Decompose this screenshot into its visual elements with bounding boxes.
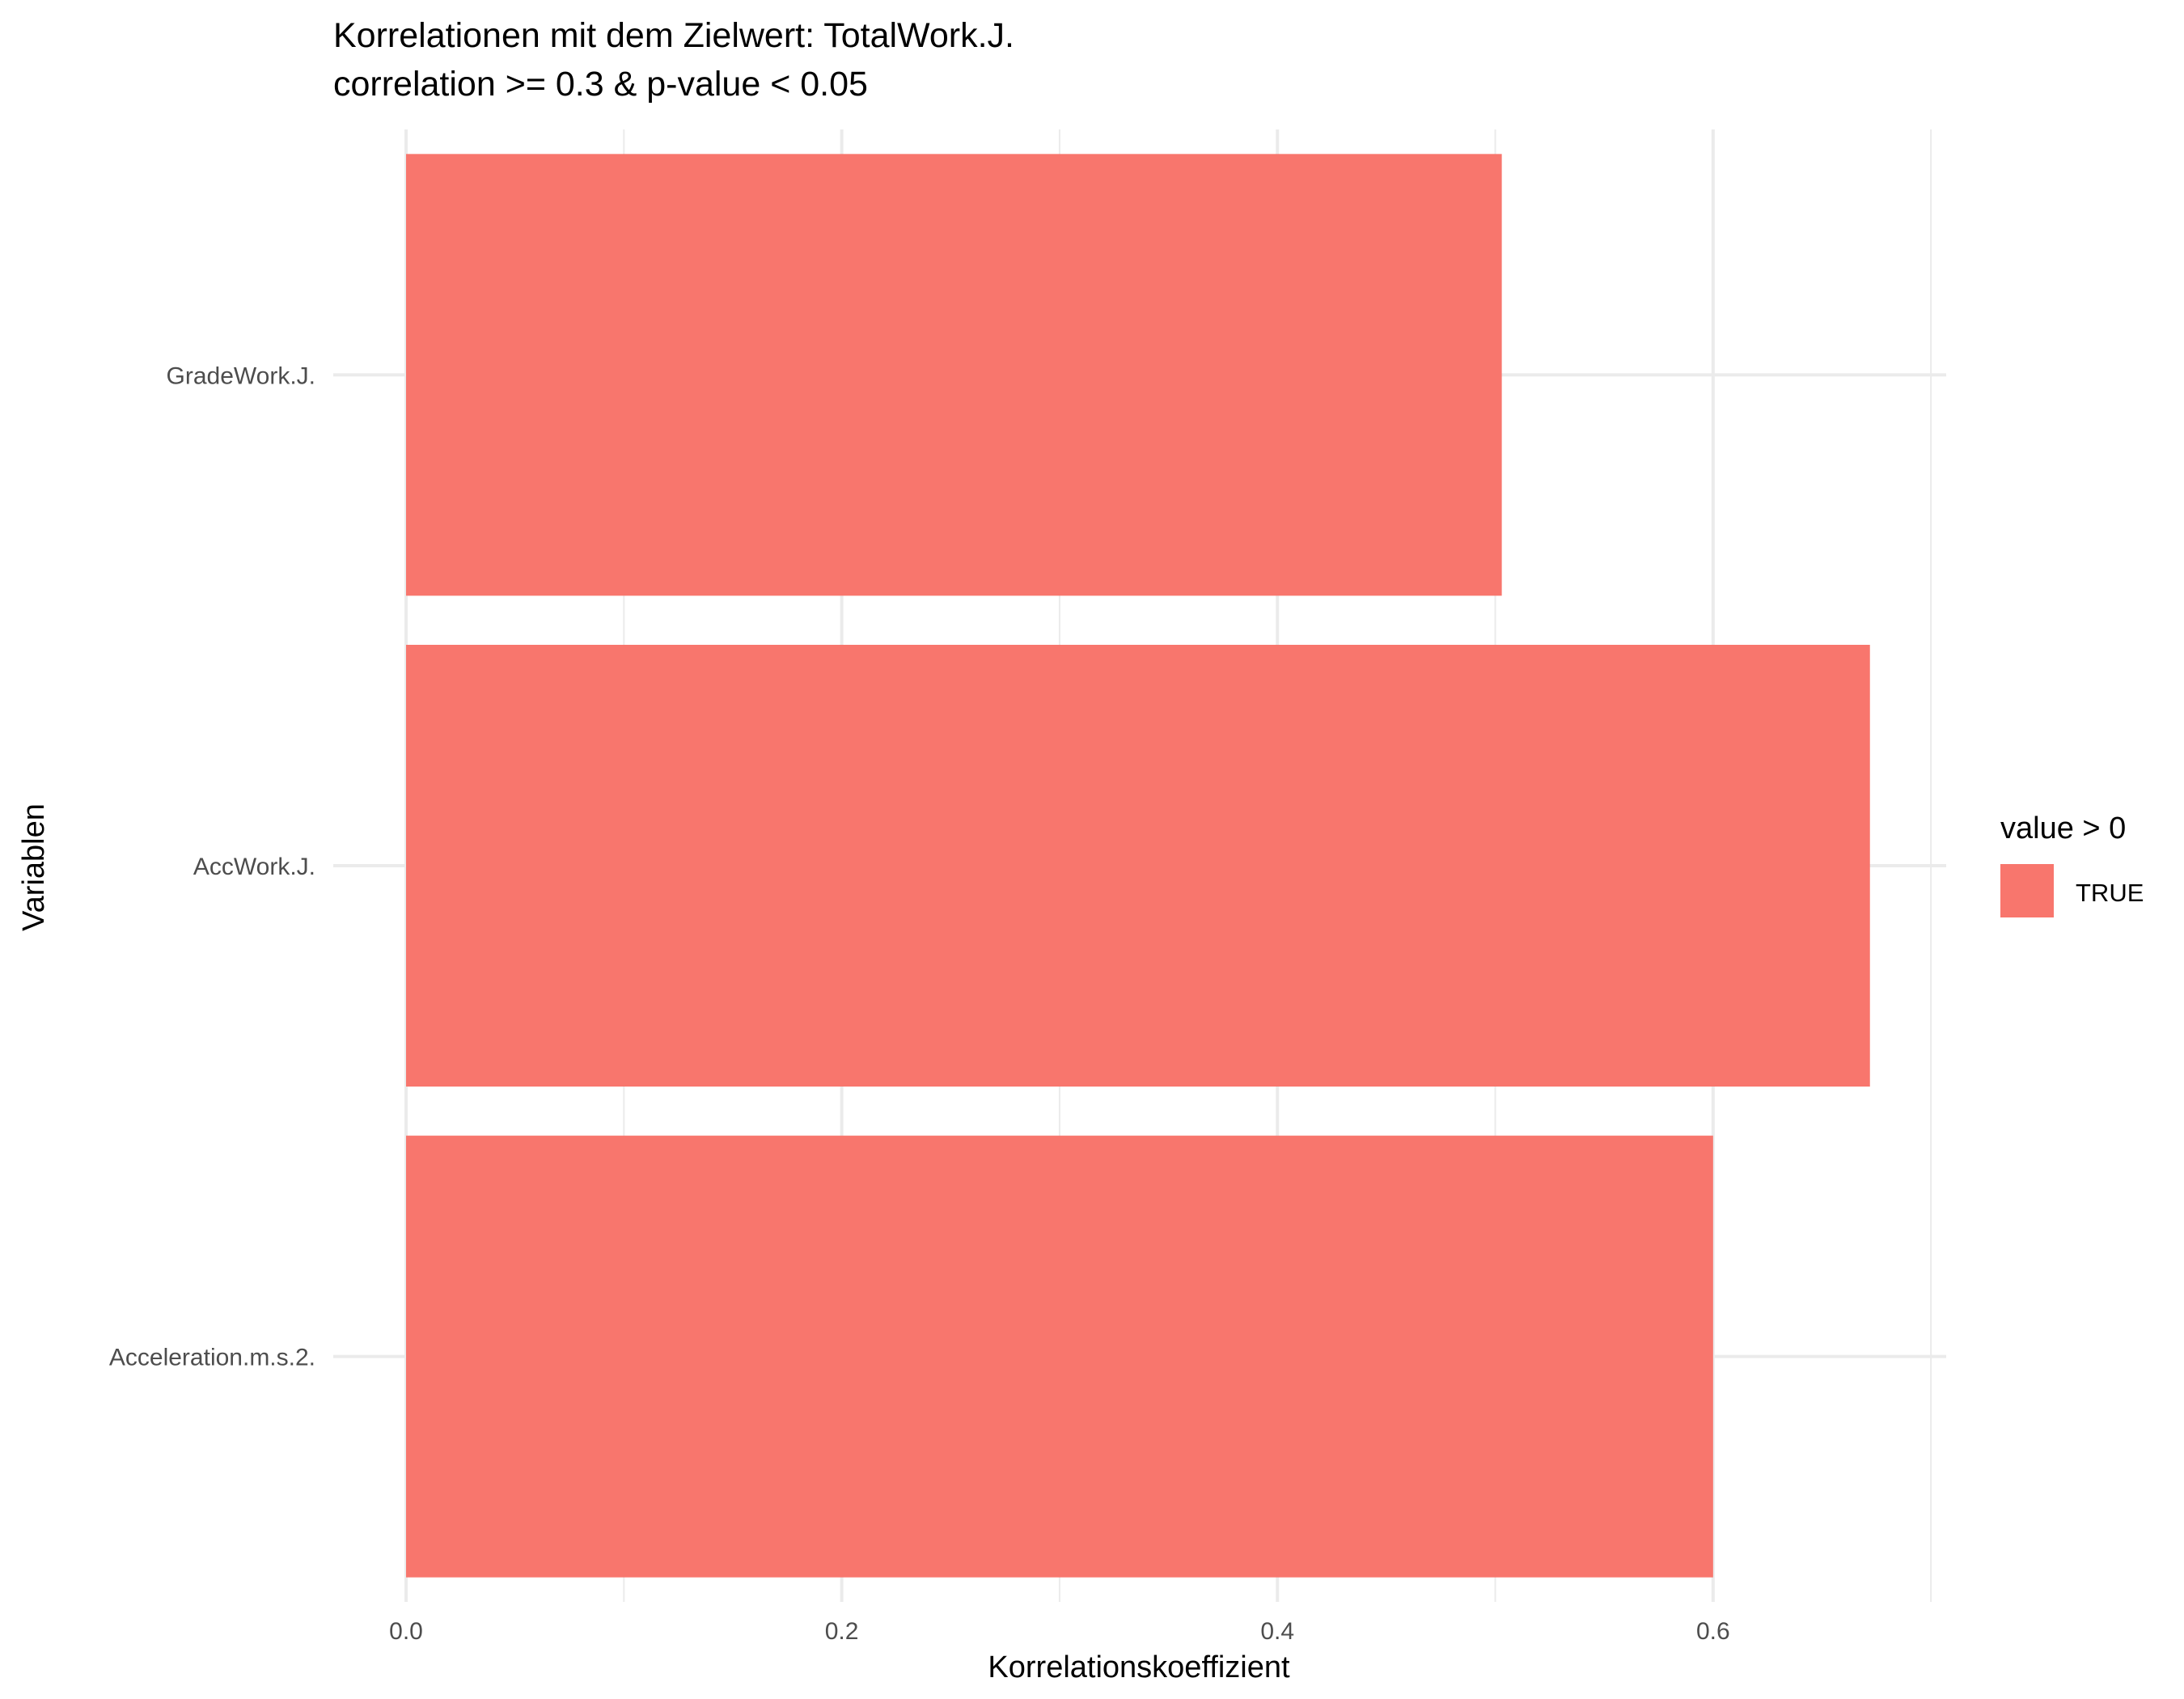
x-tick-label: 0.2 [825,1618,859,1645]
y-axis-title: Variablen [17,803,51,931]
x-tick-labels: 0.0 0.2 0.4 0.6 [389,1618,1730,1645]
legend: value > 0 TRUE [2000,811,2144,917]
y-tick-labels: GradeWork.J. AccWork.J. Acceleration.m.s.2… [109,362,315,1371]
legend-label-true: TRUE [2076,879,2144,907]
chart-subtitle: correlation >= 0.3 & p-value < 0.05 [333,65,868,104]
y-tick-label: GradeWork.J. [167,362,316,389]
bar-accwork-j [406,645,1870,1087]
x-tick-label: 0.0 [389,1618,423,1645]
y-tick-label: Acceleration.m.s.2. [109,1345,315,1371]
bar-acceleration-m-s-2 [406,1135,1713,1578]
bar-layer [406,154,1870,1578]
chart-title: Korrelationen mit dem Zielwert: TotalWor… [333,16,1014,55]
bar-gradework-j [406,154,1502,596]
x-tick-label: 0.4 [1260,1618,1294,1645]
legend-key-true [2000,864,2054,917]
x-axis-title: Korrelationskoeffizient [988,1650,1290,1684]
x-tick-label: 0.6 [1696,1618,1730,1645]
legend-title: value > 0 [2000,811,2126,845]
y-tick-label: AccWork.J. [193,854,315,880]
